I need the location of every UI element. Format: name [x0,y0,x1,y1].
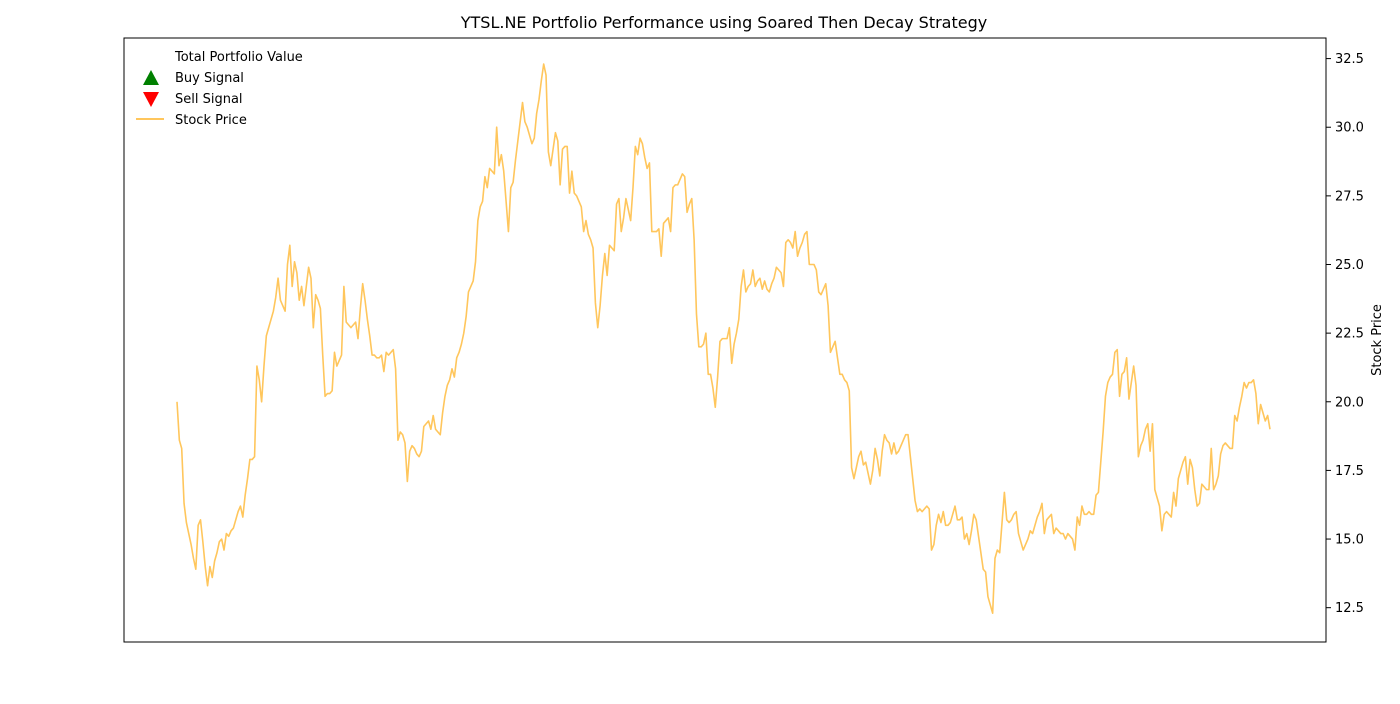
y-tick-label: 15.0 [1335,533,1364,548]
y-tick-label: 27.5 [1335,189,1364,204]
legend-entry-buy-signal: Buy Signal [143,70,244,86]
y-tick-label: 30.0 [1335,121,1364,136]
series-layer [176,63,1271,614]
y-tick-label: 22.5 [1335,327,1364,342]
buy-signal-triangle-icon [143,70,159,85]
legend-label-stock-price: Stock Price [175,113,247,128]
legend: Total Portfolio Value Buy Signal Sell Si… [136,50,303,128]
legend-label-portfolio-value: Total Portfolio Value [174,50,303,65]
y-tick-label: 32.5 [1335,52,1364,67]
sell-signal-triangle-icon [143,92,159,107]
chart-title: YTSL.NE Portfolio Performance using Soar… [460,13,987,32]
legend-entry-portfolio-value: Total Portfolio Value [174,50,303,65]
y-axis-ticks: 12.5 15.0 17.5 20.0 22.5 25.0 27.5 30.0 32.5 [1326,52,1364,616]
stock-price-series-line [176,63,1271,614]
y-tick-label: 17.5 [1335,464,1364,479]
plot-area [123,37,1327,643]
legend-entry-stock-price: Stock Price [136,113,247,128]
y-tick-label: 12.5 [1335,601,1364,616]
y-axis-label: Stock Price [1370,304,1385,376]
y-tick-label: 25.0 [1335,258,1364,273]
legend-label-buy-signal: Buy Signal [175,71,244,86]
y-tick-label: 20.0 [1335,395,1364,410]
legend-label-sell-signal: Sell Signal [175,92,243,107]
legend-entry-sell-signal: Sell Signal [143,92,243,107]
